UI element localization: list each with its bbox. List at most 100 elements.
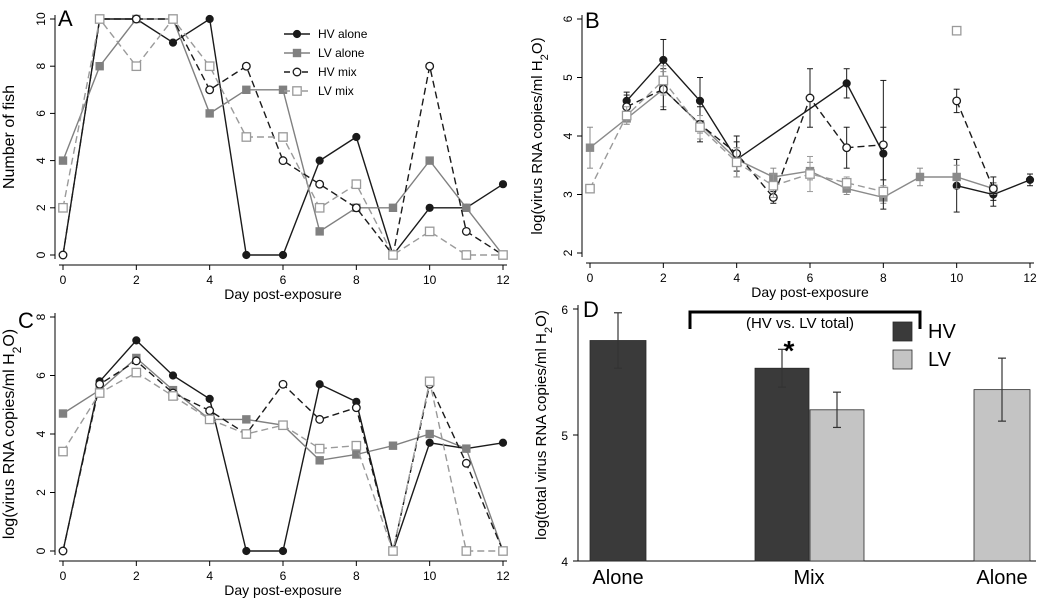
- label-subscript: 2: [543, 327, 555, 333]
- data-point: [878, 140, 888, 150]
- data-point: [461, 250, 472, 260]
- legend-label: LV mix: [318, 84, 354, 98]
- x-tick-label: 12: [496, 273, 510, 287]
- data-point: [461, 546, 472, 556]
- data-point: [425, 438, 434, 447]
- legend-label: LV: [928, 349, 952, 371]
- data-point: [131, 356, 141, 366]
- data-point: [352, 450, 361, 459]
- category-label: Alone: [592, 567, 643, 589]
- data-point: [242, 85, 251, 94]
- x-tick-label: 4: [206, 569, 213, 583]
- data-point: [351, 179, 362, 190]
- data-point: [952, 96, 962, 106]
- bar-lv: [809, 409, 865, 562]
- series-hv-mix: [58, 356, 508, 556]
- data-point: [462, 444, 471, 453]
- panel-c: 0 2 4 6 8 10 12 0 2 4 6 8 Day post-exposure log(virus…: [1, 308, 510, 598]
- label-part: log(virus RNA copies/ml H: [1, 353, 18, 539]
- category-label: Alone: [976, 567, 1027, 589]
- data-point: [498, 546, 508, 556]
- data-point: [768, 180, 779, 191]
- data-point: [131, 14, 141, 24]
- data-point: [168, 14, 178, 24]
- x-tick-label: 10: [423, 273, 437, 287]
- data-point: [988, 184, 998, 194]
- x-tick-label: 6: [807, 271, 814, 285]
- data-point: [315, 227, 324, 236]
- data-point: [242, 250, 251, 260]
- data-point: [952, 172, 961, 182]
- data-point: [695, 122, 705, 133]
- data-point: [951, 25, 962, 36]
- x-tick-label: 0: [60, 273, 67, 287]
- data-point: [278, 420, 288, 431]
- bar-hv: [589, 340, 647, 562]
- y-tick-label: 4: [561, 555, 568, 569]
- data-point: [314, 443, 325, 454]
- x-tick-label: 10: [950, 271, 964, 285]
- data-point: [168, 371, 178, 380]
- data-point: [278, 156, 288, 166]
- y-tick-label: 3: [561, 191, 575, 198]
- y-tick-label: 4: [34, 430, 48, 437]
- panel-d: 4 5 6 log(total virus RNA copies/ml H2O) Alo…: [533, 297, 1036, 589]
- data-point: [424, 376, 435, 387]
- data-point: [424, 226, 435, 237]
- label-part: O): [529, 37, 546, 54]
- data-point: [278, 250, 288, 260]
- data-point: [425, 156, 434, 165]
- y-tick-label: 0: [34, 547, 48, 554]
- panel-letter: D: [583, 297, 599, 322]
- data-point: [388, 250, 398, 260]
- data-point: [659, 55, 668, 65]
- data-point: [388, 441, 398, 450]
- legend-label: LV alone: [318, 46, 365, 60]
- data-point: [241, 429, 252, 439]
- data-point: [315, 456, 324, 465]
- legend-swatch: [892, 349, 913, 370]
- series-line: [62, 360, 504, 552]
- data-point: [95, 62, 104, 71]
- data-point: [205, 109, 214, 118]
- y-tick-label: 8: [34, 63, 48, 70]
- label-part: O): [533, 310, 550, 327]
- x-tick-label: 0: [587, 271, 594, 285]
- x-axis-label: Day post-exposure: [224, 286, 342, 302]
- series-line: [62, 371, 503, 554]
- label-part: log(virus RNA copies/ml H: [529, 60, 546, 234]
- data-point: [425, 429, 434, 439]
- bracket-label: (HV vs. LV total): [746, 315, 854, 332]
- data-point: [498, 438, 508, 447]
- series-lv-mix: [585, 25, 962, 198]
- data-point: [314, 202, 325, 213]
- y-axis-label: log(total virus RNA copies/ml H2O): [533, 310, 555, 540]
- significance-bracket: [688, 310, 922, 329]
- y-tick-label: 6: [561, 303, 568, 317]
- data-point: [205, 406, 215, 416]
- category-label: Mix: [793, 567, 824, 589]
- x-tick-label: 0: [60, 569, 67, 583]
- y-axis-label: log(virus RNA copies/ml H2O): [1, 329, 24, 539]
- series-line: [626, 58, 884, 161]
- legend-label: HV: [928, 321, 956, 343]
- data-point: [695, 96, 705, 106]
- data-point: [425, 61, 435, 71]
- label-subscript: 2: [10, 346, 24, 353]
- label-part: log(total virus RNA copies/ml H: [533, 333, 550, 540]
- y-tick-label: 5: [561, 74, 575, 81]
- data-point: [241, 61, 251, 71]
- x-tick-label: 12: [496, 569, 510, 583]
- x-tick-label: 6: [280, 569, 287, 583]
- series-line: [956, 100, 994, 189]
- data-point: [205, 14, 214, 24]
- data-point: [58, 409, 68, 418]
- data-point: [204, 61, 215, 72]
- series-line: [62, 339, 504, 554]
- y-tick-label: 4: [561, 132, 575, 139]
- data-point: [205, 394, 214, 403]
- data-point: [462, 203, 471, 212]
- panel-letter: A: [58, 6, 73, 31]
- y-axis-label: Number of fish: [1, 85, 18, 189]
- data-point: [388, 546, 398, 556]
